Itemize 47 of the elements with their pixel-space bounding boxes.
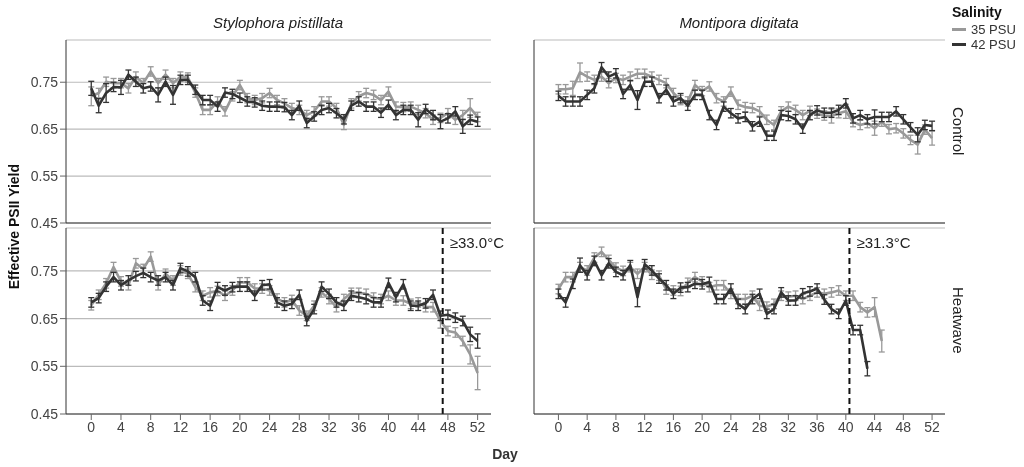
- x-tick-label: 16: [665, 418, 682, 435]
- y-tick-label: 0.75: [30, 262, 59, 279]
- y-axis-title: Effective PSII Yield: [6, 163, 22, 290]
- y-tick-label: 0.45: [30, 405, 59, 422]
- x-tick-label: 52: [469, 418, 486, 435]
- legend-label: 35 PSU: [970, 22, 1016, 37]
- x-tick-label: 44: [866, 418, 883, 435]
- x-tick-label: 28: [291, 418, 308, 435]
- x-axis-title: Day: [491, 446, 519, 462]
- legend-title: Salinity: [952, 4, 1003, 20]
- x-tick-label: 32: [780, 418, 797, 435]
- text: Heatwave: [950, 287, 967, 354]
- x-tick-label: 48: [895, 418, 912, 435]
- y-tick-label: 0.65: [30, 121, 59, 138]
- x-tick-label: 36: [350, 418, 367, 435]
- ref-line-label: ≥31.3°C: [856, 234, 911, 251]
- x-tick-label: 4: [583, 418, 592, 435]
- y-tick-label: 0.55: [30, 358, 59, 375]
- x-tick-label: 12: [636, 418, 653, 435]
- y-tick-label: 0.75: [30, 74, 59, 91]
- x-tick-label: 28: [751, 418, 768, 435]
- x-tick-label: 4: [117, 418, 126, 435]
- x-tick-label: 8: [146, 418, 155, 435]
- ref-line-label: ≥33.0°C: [449, 234, 505, 251]
- x-tick-label: 20: [694, 418, 711, 435]
- x-tick-label: 16: [202, 418, 219, 435]
- x-tick-label: 44: [410, 418, 427, 435]
- chart-title: Stylophora pistillata: [211, 14, 345, 31]
- x-tick-label: 24: [261, 418, 278, 435]
- y-tick-label: 0.55: [30, 168, 59, 185]
- text: Control: [950, 106, 967, 156]
- x-tick-label: 40: [838, 418, 854, 435]
- x-tick-label: 0: [554, 418, 563, 435]
- x-tick-label: 20: [232, 418, 248, 435]
- legend-label: 42 PSU: [970, 37, 1016, 52]
- x-tick-label: 24: [723, 418, 739, 435]
- y-tick-label: 0.45: [30, 214, 59, 231]
- x-tick-label: 12: [172, 418, 189, 435]
- x-tick-label: 32: [321, 418, 338, 435]
- x-tick-label: 8: [612, 418, 621, 435]
- x-tick-label: 40: [380, 418, 397, 435]
- x-tick-label: 0: [87, 418, 96, 435]
- x-tick-label: 52: [924, 418, 941, 435]
- x-tick-label: 36: [809, 418, 826, 435]
- x-tick-label: 48: [440, 418, 456, 435]
- chart-title: Montipora digitata: [678, 14, 800, 31]
- y-tick-label: 0.65: [30, 310, 59, 327]
